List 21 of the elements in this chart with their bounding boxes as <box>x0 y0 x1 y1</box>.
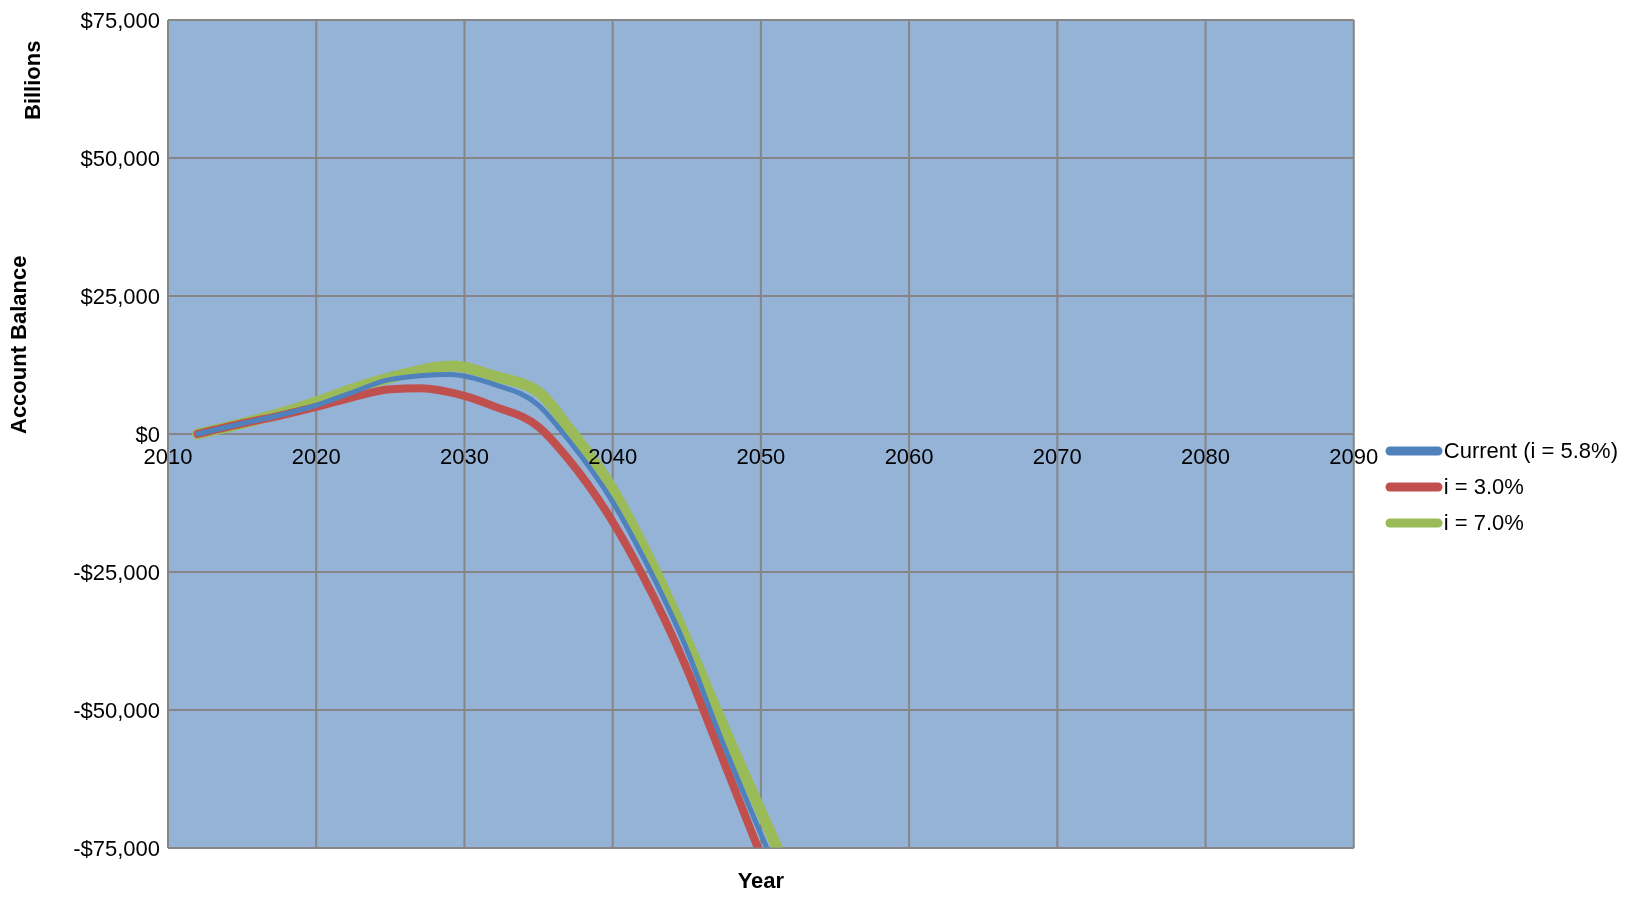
text: Billions <box>20 40 46 120</box>
y-tick-label: -$25,000 <box>73 559 160 585</box>
x-tick-label: 2080 <box>1181 444 1231 469</box>
x-tick-label: 2030 <box>439 444 489 469</box>
y-tick-label: $75,000 <box>80 7 160 33</box>
x-tick-label: 2010 <box>143 444 193 469</box>
legend-label: i = 3.0% <box>1443 474 1524 500</box>
x-tick-label: 2050 <box>736 444 786 469</box>
y-tick-label: -$75,000 <box>73 835 160 861</box>
y-tick-label: $50,000 <box>80 145 160 171</box>
y-tick-label: -$50,000 <box>73 697 160 723</box>
y-axis-title: Account Balance <box>5 255 31 434</box>
x-tick-label: 2020 <box>291 444 341 469</box>
x-tick-label: 2070 <box>1032 444 1082 469</box>
x-axis-title: Year <box>737 868 785 893</box>
y-tick-label: $25,000 <box>80 283 160 309</box>
x-tick-label: 2060 <box>884 444 934 469</box>
legend-label: i = 7.0% <box>1443 510 1524 536</box>
legend-label: Current (i = 5.8%) <box>1443 438 1618 464</box>
x-tick-label: 2090 <box>1329 444 1379 469</box>
y-tick-label: $0 <box>135 421 160 447</box>
